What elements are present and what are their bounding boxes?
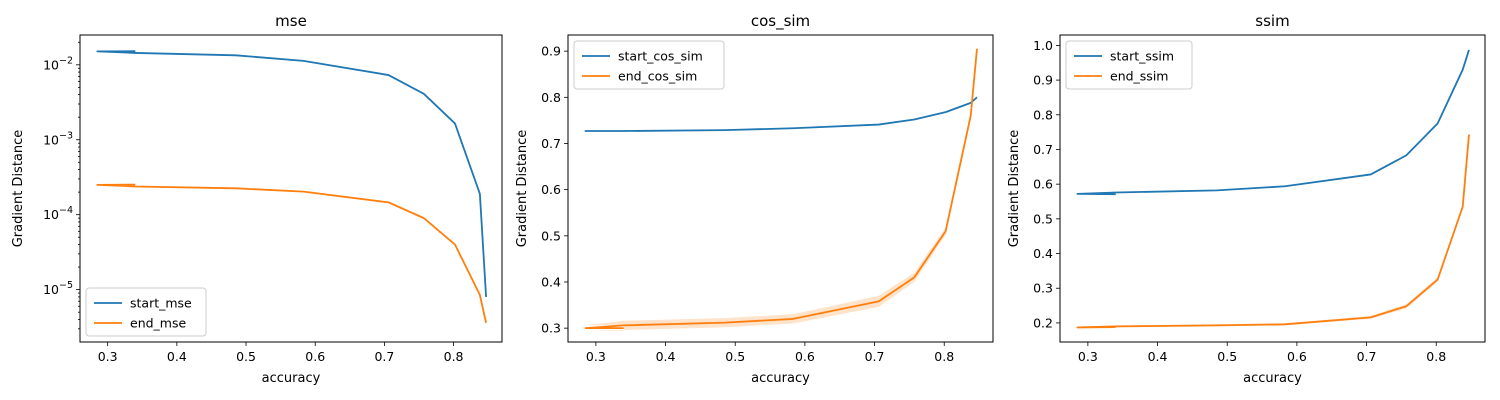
- x-tick-label: 0.6: [795, 349, 815, 364]
- y-tick-label: 0.9: [541, 44, 561, 59]
- legend-label-start_ssim: start_ssim: [1110, 49, 1174, 64]
- x-tick-label: 0.8: [934, 349, 954, 364]
- y-tick-label: 10−5: [43, 280, 73, 297]
- y-axis-label: Gradient Distance: [11, 130, 26, 248]
- legend: start_cos_sim end_cos_sim: [573, 40, 725, 90]
- y-tick-label: 0.2: [1033, 315, 1053, 330]
- y-axis-label: Gradient Distance: [515, 130, 530, 248]
- x-tick-label: 0.5: [236, 349, 256, 364]
- legend-label-start_cos_sim: start_cos_sim: [618, 49, 703, 64]
- y-tick-label: 10−2: [43, 55, 73, 72]
- axes-frame: [79, 34, 503, 343]
- y-tick-label: 0.8: [1033, 107, 1053, 122]
- series-line-end_cos_sim: [584, 48, 978, 330]
- y-tick-label: 10−3: [43, 130, 73, 147]
- y-tick-label: 0.5: [1033, 211, 1053, 226]
- chart-cos_sim: cos_sim accuracy Gradient Distance 0.3 0.4 0.…: [515, 12, 994, 386]
- chart-title: ssim: [1255, 12, 1289, 30]
- chart-title: cos_sim: [751, 12, 810, 31]
- chart-title: mse: [275, 12, 307, 30]
- x-tick-label: 0.6: [305, 349, 325, 364]
- y-tick-label: 0.7: [1033, 142, 1053, 157]
- y-tick-label: 0.5: [541, 228, 561, 243]
- series-line-start_ssim: [1076, 49, 1470, 196]
- y-tick-label: 0.9: [1033, 73, 1053, 88]
- x-axis-label: accuracy: [262, 371, 321, 386]
- x-tick-label: 0.7: [865, 349, 885, 364]
- series-line-start_cos_sim: [584, 96, 978, 132]
- x-tick-label: 0.8: [1426, 349, 1446, 364]
- x-tick-label: 0.8: [444, 349, 464, 364]
- chart-ssim: ssim accuracy Gradient Distance 0.3 0.4 0.5 0.…: [1007, 12, 1486, 386]
- legend-label-start_mse: start_mse: [130, 296, 192, 311]
- x-tick-label: 0.6: [1287, 349, 1307, 364]
- y-tick-label: 1.0: [1033, 38, 1053, 53]
- series-band-end_ssim: [1077, 133, 1469, 329]
- y-tick-label: 0.3: [1033, 281, 1053, 296]
- axes-frame: [567, 34, 994, 343]
- legend: start_ssim end_ssim: [1065, 40, 1193, 90]
- x-tick-label: 0.7: [1357, 349, 1377, 364]
- x-axis-label: accuracy: [751, 371, 810, 386]
- legend-box: [573, 40, 725, 90]
- y-tick-label: 0.7: [541, 136, 561, 151]
- y-tick-label: 0.6: [1033, 177, 1053, 192]
- x-tick-label: 0.4: [167, 349, 187, 364]
- legend-label-end_mse: end_mse: [130, 316, 186, 331]
- y-tick-label: 0.3: [541, 321, 561, 336]
- x-tick-label: 0.4: [1148, 349, 1168, 364]
- series-line-end_ssim: [1076, 134, 1470, 329]
- x-tick-label: 0.3: [1078, 349, 1098, 364]
- x-tick-label: 0.5: [725, 349, 745, 364]
- y-tick-label: 10−4: [43, 205, 73, 222]
- y-tick-label: 0.4: [541, 274, 561, 289]
- y-tick-label: 0.4: [1033, 246, 1053, 261]
- x-tick-label: 0.3: [98, 349, 118, 364]
- series-line-end_mse: [96, 183, 487, 324]
- chart-mse: mse accuracy Gradient Distance 0.3 0.4 0.5 0.6…: [11, 12, 503, 386]
- x-tick-label: 0.3: [586, 349, 606, 364]
- y-tick-label: 0.8: [541, 90, 561, 105]
- legend-box: [85, 287, 207, 337]
- series-line-start_mse: [96, 50, 487, 297]
- legend-box: [1065, 40, 1193, 90]
- legend-label-end_cos_sim: end_cos_sim: [618, 69, 697, 84]
- legend-label-end_ssim: end_ssim: [1110, 69, 1168, 84]
- x-tick-label: 0.5: [1217, 349, 1237, 364]
- y-axis-label: Gradient Distance: [1007, 130, 1022, 248]
- y-tick-label: 0.6: [541, 182, 561, 197]
- x-axis-label: accuracy: [1243, 371, 1302, 386]
- x-tick-label: 0.4: [656, 349, 676, 364]
- axes-frame: [1059, 34, 1486, 343]
- legend: start_mse end_mse: [85, 287, 207, 337]
- x-tick-label: 0.7: [374, 349, 394, 364]
